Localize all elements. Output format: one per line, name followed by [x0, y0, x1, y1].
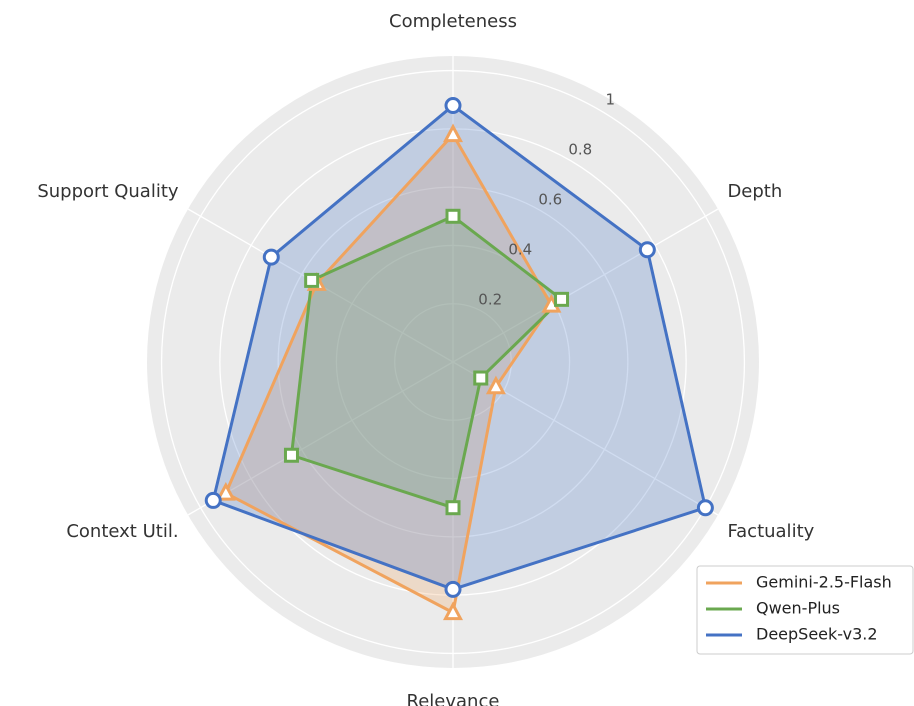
category-label: Completeness	[389, 11, 517, 32]
category-label: Context Util.	[66, 521, 178, 542]
marker	[444, 97, 462, 115]
marker	[445, 500, 461, 516]
r-tick-label: 0.8	[568, 141, 592, 159]
category-label: Support Quality	[37, 181, 179, 202]
marker	[204, 491, 222, 509]
category-label: Depth	[727, 181, 782, 202]
legend-label: Gemini-2.5-Flash	[756, 573, 892, 592]
marker	[473, 370, 489, 386]
marker	[696, 499, 714, 517]
marker	[485, 375, 506, 395]
series-area	[291, 216, 562, 508]
marker	[554, 291, 570, 307]
legend: Gemini-2.5-Flash Qwen-Plus DeepSeek-v3.2	[696, 565, 914, 655]
r-tick-label: 0.4	[508, 241, 532, 259]
legend-label: DeepSeek-v3.2	[756, 625, 878, 644]
marker	[445, 208, 461, 224]
marker	[638, 241, 656, 259]
category-label: Relevance	[407, 691, 500, 706]
marker	[215, 481, 236, 501]
grid-spoke	[187, 361, 454, 516]
marker	[444, 580, 462, 598]
grid-spoke	[452, 208, 719, 363]
marker	[283, 447, 299, 463]
marker	[262, 248, 280, 266]
marker	[442, 123, 464, 143]
marker	[442, 601, 464, 621]
legend-box	[696, 565, 914, 655]
marker	[304, 272, 320, 288]
r-tick-label: 0.2	[478, 291, 502, 309]
legend-label: Qwen-Plus	[756, 599, 840, 618]
r-tick-label: 1	[606, 91, 616, 109]
category-label: Factuality	[727, 521, 814, 542]
series-area	[225, 134, 552, 613]
r-tick-label: 0.6	[538, 191, 562, 209]
